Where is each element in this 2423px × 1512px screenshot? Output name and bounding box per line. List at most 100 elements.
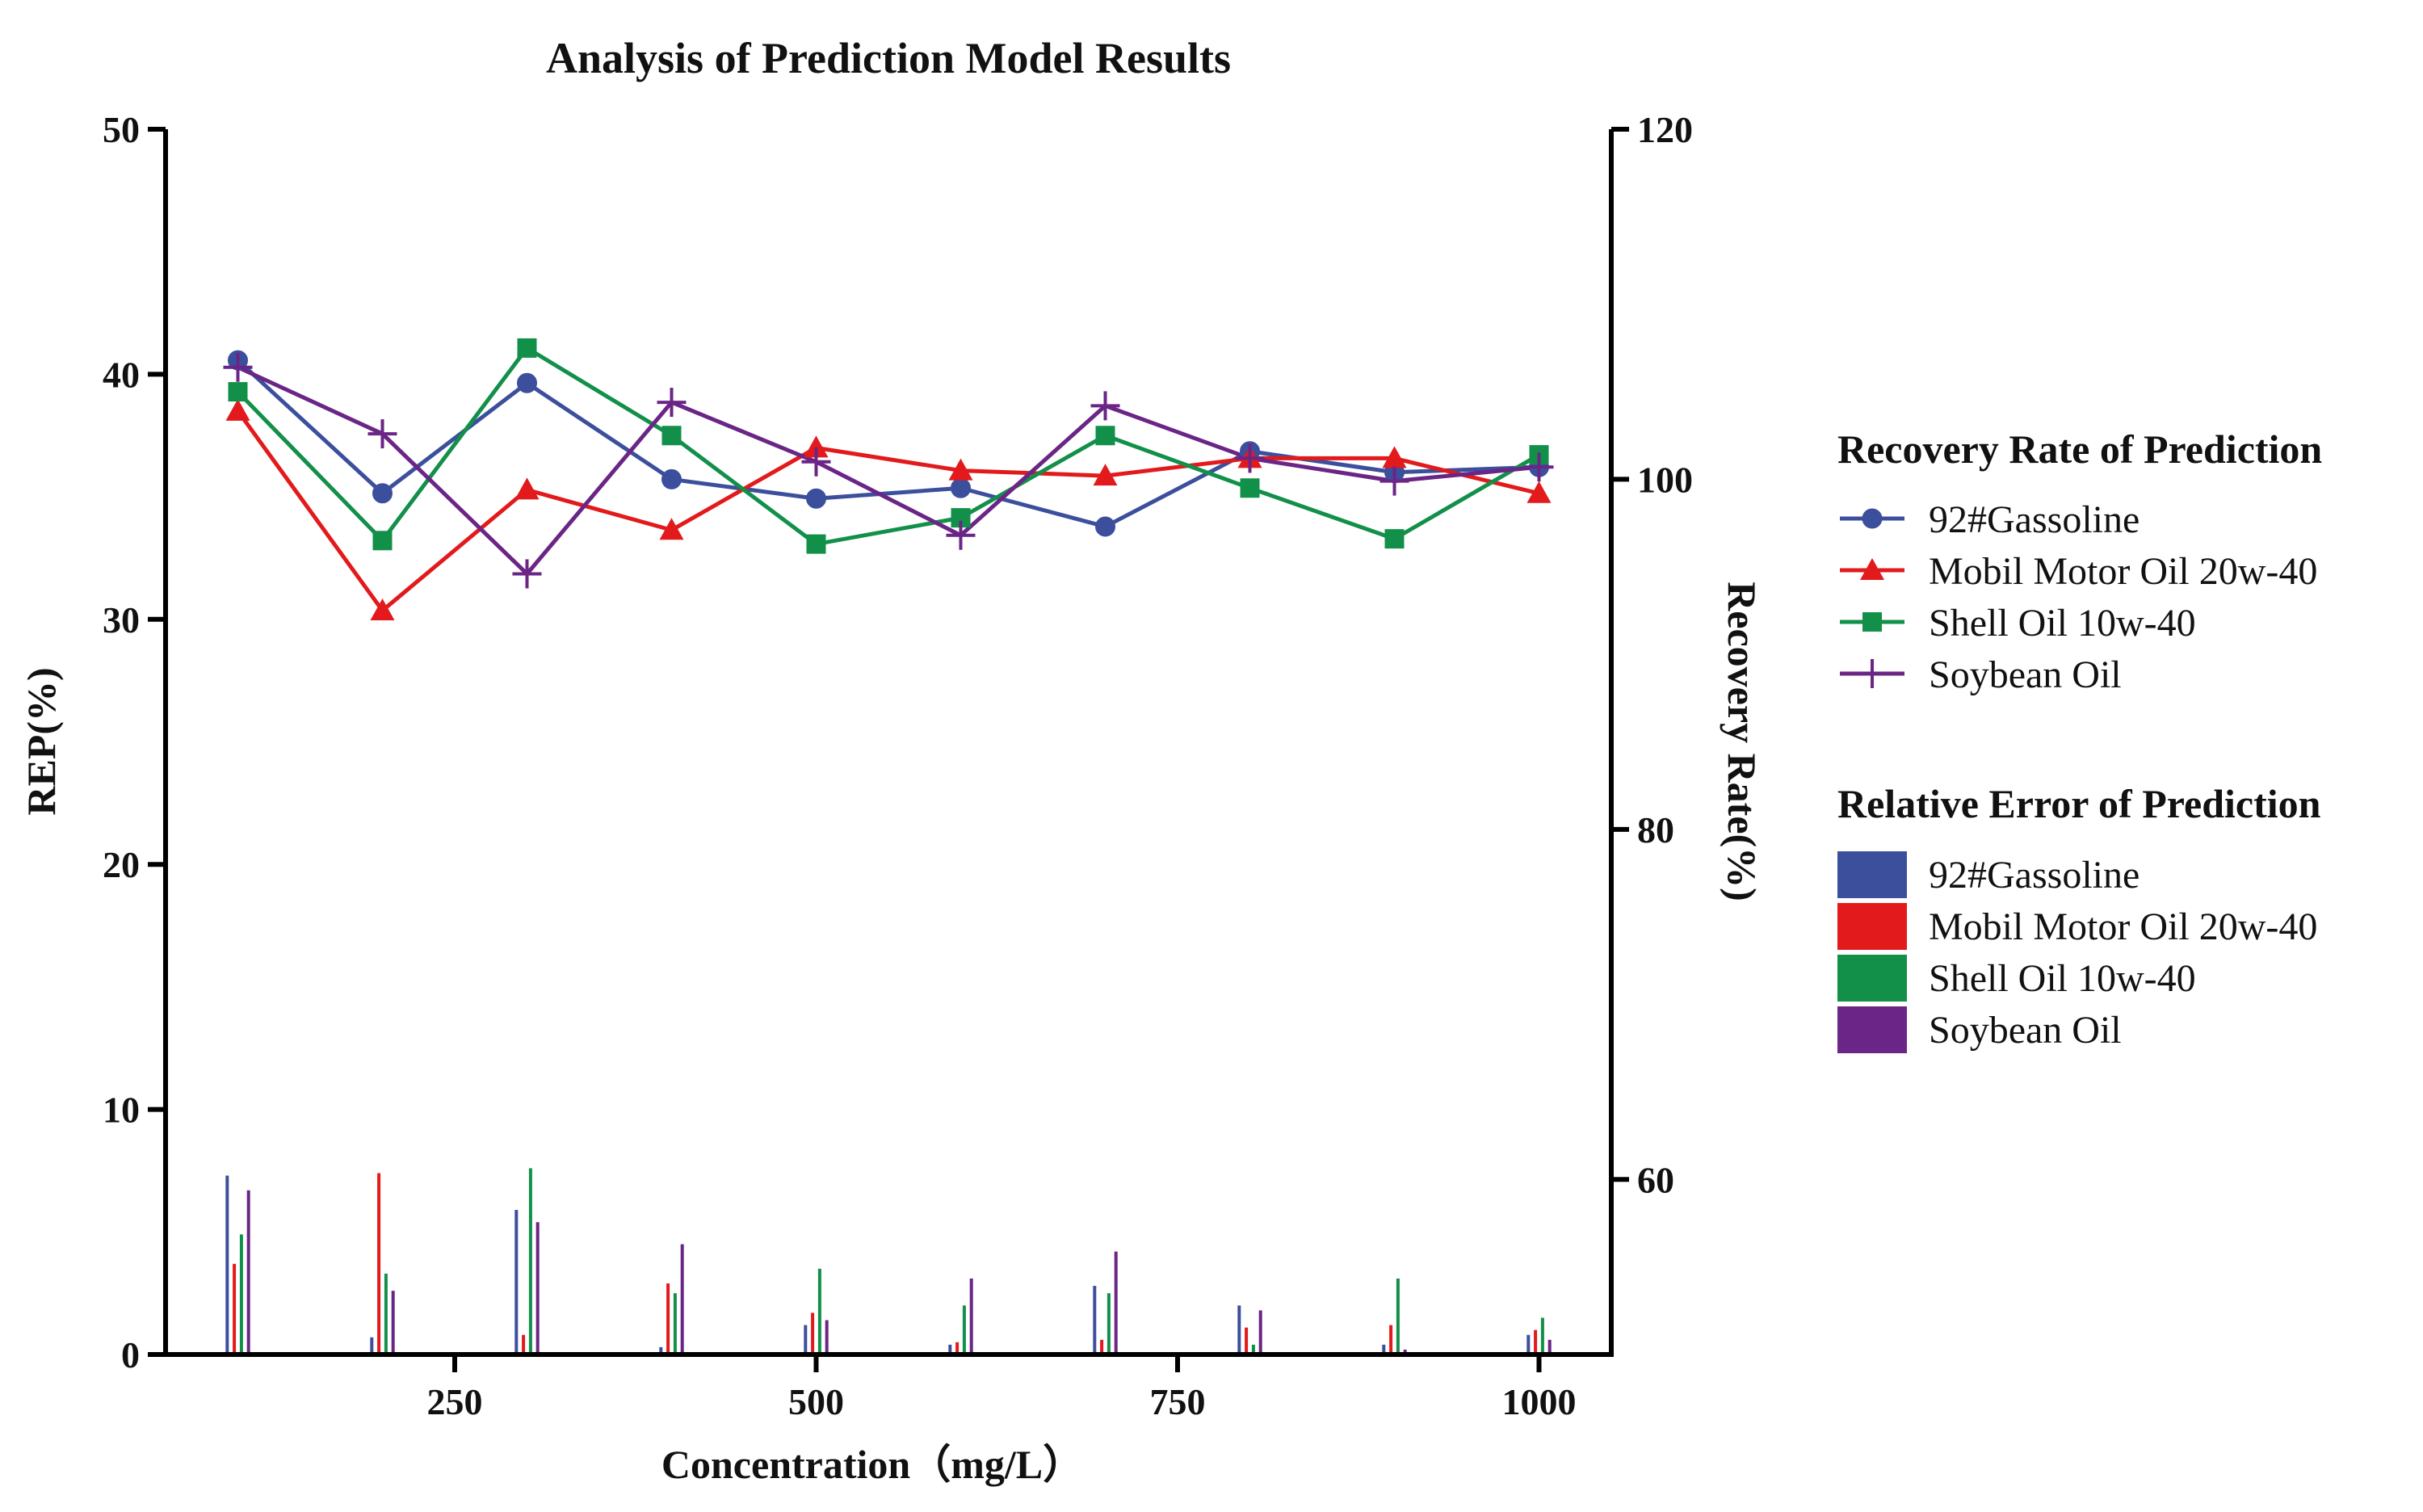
bar [1389, 1325, 1393, 1354]
bar [1403, 1349, 1407, 1354]
series-line [237, 365, 1539, 576]
point-marker [661, 468, 682, 489]
bar [1093, 1286, 1097, 1354]
legend-line-label: 92#Gassoline [1929, 498, 2140, 541]
x-tick-label: 750 [1150, 1381, 1206, 1422]
point-marker [951, 477, 971, 498]
point-marker [223, 352, 253, 382]
x-tick-label: 250 [427, 1381, 483, 1422]
legend-line-item: Mobil Motor Oil 20w-40 [1840, 550, 2317, 593]
x-tick-label: 500 [788, 1381, 844, 1422]
legend-line-label: Shell Oil 10w-40 [1929, 602, 2196, 645]
point-marker [1524, 452, 1554, 482]
x-axis-label: Concentration（mg/L） [661, 1442, 1083, 1487]
bar [384, 1273, 388, 1354]
legend-bar-title: Relative Error of Prediction [1837, 781, 2321, 826]
legend-line-item: Shell Oil 10w-40 [1840, 602, 2196, 645]
bar [1258, 1310, 1262, 1354]
point-marker [657, 388, 687, 418]
lines-layer [223, 338, 1554, 620]
point-marker [370, 598, 395, 620]
axes-layer [163, 129, 1614, 1357]
bar [528, 1168, 532, 1354]
bar [1251, 1344, 1255, 1354]
bar [825, 1320, 829, 1354]
point-marker [806, 534, 826, 554]
point-marker [514, 477, 540, 500]
bar [1245, 1327, 1249, 1354]
point-marker [1379, 466, 1409, 496]
bars-layer [225, 1168, 1552, 1354]
bar [522, 1334, 526, 1354]
bar [1237, 1305, 1241, 1354]
y-right-tick-label: 60 [1637, 1159, 1674, 1200]
point-marker [1862, 612, 1882, 632]
bar [1107, 1293, 1111, 1354]
legend-line-item: 92#Gassoline [1840, 498, 2140, 541]
chart-title: Analysis of Prediction Model Results [546, 34, 1231, 82]
bar [948, 1344, 952, 1354]
legend-bar-item: 92#Gassoline [1837, 851, 2140, 898]
legend-bar-label: Mobil Motor Oil 20w-40 [1929, 905, 2317, 948]
point-marker [1095, 426, 1115, 446]
y-right-tick-label: 80 [1637, 809, 1674, 850]
point-marker [517, 372, 537, 393]
point-marker [1240, 478, 1260, 498]
legend-line-title: Recovery Rate of Prediction [1837, 426, 2322, 472]
point-marker [801, 447, 831, 477]
y-left-tick-label: 0 [121, 1334, 140, 1376]
y-left-tick-label: 50 [103, 109, 140, 150]
point-marker [372, 483, 393, 504]
point-marker [1093, 464, 1118, 486]
legend: Recovery Rate of Prediction 92#Gassoline… [1837, 426, 2322, 1053]
bar [535, 1222, 540, 1354]
x-tick-label: 1000 [1502, 1381, 1577, 1422]
point-marker [1858, 659, 1887, 688]
bar [514, 1209, 519, 1354]
y-axis-left-label: REP(%) [19, 667, 64, 815]
legend-bar-label: Soybean Oil [1929, 1009, 2122, 1052]
y-left-tick-label: 30 [103, 599, 140, 640]
series-line [236, 359, 1539, 529]
bar [673, 1293, 677, 1354]
point-marker [372, 531, 393, 551]
point-marker [806, 488, 826, 509]
legend-bar-label: 92#Gassoline [1929, 854, 2140, 897]
legend-bar-label: Shell Oil 10w-40 [1929, 957, 2196, 1000]
legend-bar-item: Shell Oil 10w-40 [1837, 955, 2196, 1002]
bar [225, 1175, 229, 1354]
series-line [236, 346, 1540, 547]
point-marker [1526, 481, 1552, 503]
bar [1396, 1278, 1400, 1354]
legend-line-label: Soybean Oil [1929, 653, 2122, 696]
legend-bar-swatch [1837, 1006, 1907, 1053]
legend-line-item: Soybean Oil [1840, 653, 2122, 696]
ticks-layer: 0 10 20 30 40 50 60 80 100 120 250 500 750 1000 [103, 109, 1693, 1422]
point-marker [367, 419, 397, 449]
point-marker [804, 435, 829, 458]
bar [1547, 1339, 1552, 1354]
bar [1100, 1339, 1104, 1354]
bar [1534, 1329, 1538, 1354]
legend-bar-item: Mobil Motor Oil 20w-40 [1837, 903, 2317, 950]
bar [1382, 1344, 1386, 1354]
bar [817, 1268, 821, 1354]
point-marker [1090, 391, 1120, 421]
y-axis-right-label: Recovery Rate(%) [1720, 582, 1765, 901]
series-line [236, 410, 1540, 613]
point-marker [1095, 516, 1115, 537]
bar [659, 1346, 663, 1354]
bar [955, 1342, 960, 1354]
point-marker [1384, 529, 1405, 549]
point-marker [512, 559, 542, 589]
y-right-tick-label: 100 [1637, 459, 1693, 500]
legend-line-items: 92#Gassoline Mobil Motor Oil 20w-40 Shell … [1840, 498, 2317, 696]
point-marker [659, 518, 684, 540]
bar [1526, 1334, 1531, 1354]
point-marker [225, 398, 250, 421]
point-marker [1860, 558, 1884, 580]
legend-bar-items: 92#Gassoline Mobil Motor Oil 20w-40 Shell … [1837, 851, 2317, 1053]
bar [962, 1305, 966, 1354]
